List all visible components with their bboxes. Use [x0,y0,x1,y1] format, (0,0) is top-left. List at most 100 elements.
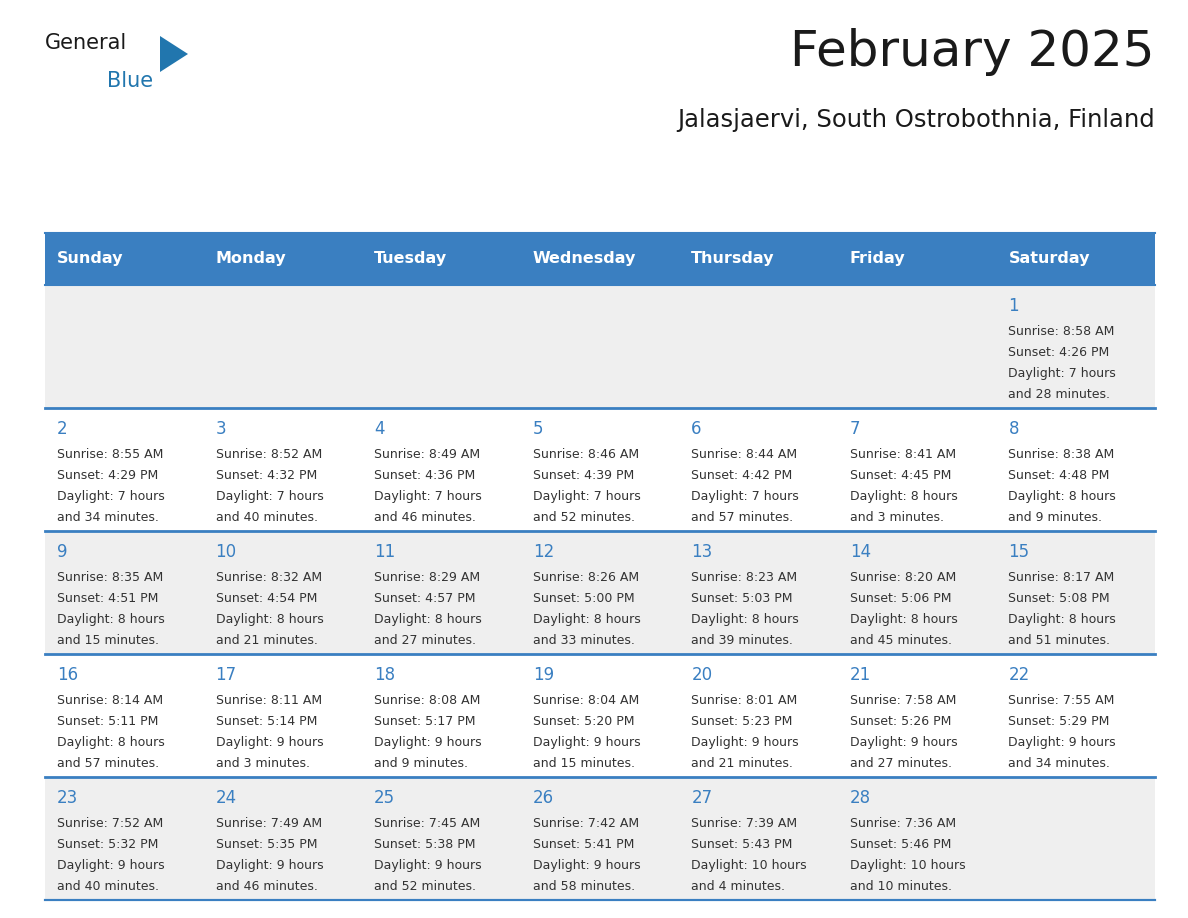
Text: Sunset: 5:41 PM: Sunset: 5:41 PM [532,838,634,851]
Text: Sunrise: 8:08 AM: Sunrise: 8:08 AM [374,694,480,707]
Text: 7: 7 [849,420,860,438]
Text: Saturday: Saturday [1009,252,1089,266]
Text: 6: 6 [691,420,702,438]
Text: and 40 minutes.: and 40 minutes. [57,880,159,893]
Text: Sunrise: 8:41 AM: Sunrise: 8:41 AM [849,448,956,461]
Text: Sunrise: 8:11 AM: Sunrise: 8:11 AM [215,694,322,707]
Text: Daylight: 9 hours: Daylight: 9 hours [374,859,482,872]
Text: Daylight: 7 hours: Daylight: 7 hours [215,490,323,503]
Text: and 39 minutes.: and 39 minutes. [691,634,794,647]
Text: Daylight: 8 hours: Daylight: 8 hours [57,613,165,626]
Text: Sunrise: 8:58 AM: Sunrise: 8:58 AM [1009,325,1114,338]
Text: Daylight: 8 hours: Daylight: 8 hours [691,613,800,626]
Text: Sunday: Sunday [57,252,124,266]
Text: Sunset: 5:23 PM: Sunset: 5:23 PM [691,715,792,728]
Text: Daylight: 7 hours: Daylight: 7 hours [691,490,800,503]
Text: Sunrise: 8:32 AM: Sunrise: 8:32 AM [215,571,322,584]
Text: Sunset: 4:51 PM: Sunset: 4:51 PM [57,592,158,605]
Text: Sunrise: 8:01 AM: Sunrise: 8:01 AM [691,694,797,707]
Text: Sunrise: 7:52 AM: Sunrise: 7:52 AM [57,817,163,830]
Text: 22: 22 [1009,666,1030,684]
Text: Daylight: 7 hours: Daylight: 7 hours [57,490,165,503]
Text: Sunrise: 8:14 AM: Sunrise: 8:14 AM [57,694,163,707]
Text: Sunset: 4:54 PM: Sunset: 4:54 PM [215,592,317,605]
Text: Sunset: 5:11 PM: Sunset: 5:11 PM [57,715,158,728]
Text: 24: 24 [215,789,236,807]
Text: and 9 minutes.: and 9 minutes. [374,757,468,770]
Text: Sunset: 4:26 PM: Sunset: 4:26 PM [1009,346,1110,359]
Text: Daylight: 9 hours: Daylight: 9 hours [532,736,640,749]
Text: Sunset: 5:08 PM: Sunset: 5:08 PM [1009,592,1110,605]
Text: Sunrise: 8:44 AM: Sunrise: 8:44 AM [691,448,797,461]
Text: and 46 minutes.: and 46 minutes. [374,511,476,524]
Text: Daylight: 8 hours: Daylight: 8 hours [1009,613,1117,626]
Bar [45,285,1155,408]
Text: Sunrise: 7:49 AM: Sunrise: 7:49 AM [215,817,322,830]
Text: and 9 minutes.: and 9 minutes. [1009,511,1102,524]
Text: 17: 17 [215,666,236,684]
Text: Sunset: 4:39 PM: Sunset: 4:39 PM [532,469,634,482]
Text: 26: 26 [532,789,554,807]
Text: and 3 minutes.: and 3 minutes. [849,511,943,524]
Text: and 33 minutes.: and 33 minutes. [532,634,634,647]
Text: Daylight: 8 hours: Daylight: 8 hours [57,736,165,749]
Text: 10: 10 [215,543,236,561]
Text: Sunset: 5:03 PM: Sunset: 5:03 PM [691,592,792,605]
Text: Sunset: 5:29 PM: Sunset: 5:29 PM [1009,715,1110,728]
Text: and 27 minutes.: and 27 minutes. [374,634,476,647]
Text: Daylight: 9 hours: Daylight: 9 hours [849,736,958,749]
Text: Daylight: 8 hours: Daylight: 8 hours [374,613,482,626]
Text: and 28 minutes.: and 28 minutes. [1009,388,1111,401]
Text: Sunset: 4:45 PM: Sunset: 4:45 PM [849,469,952,482]
Text: Wednesday: Wednesday [532,252,636,266]
Text: Daylight: 8 hours: Daylight: 8 hours [532,613,640,626]
Text: General: General [45,33,127,53]
Text: Daylight: 9 hours: Daylight: 9 hours [57,859,165,872]
Text: Daylight: 9 hours: Daylight: 9 hours [374,736,482,749]
Text: and 3 minutes.: and 3 minutes. [215,757,310,770]
Text: Sunset: 4:57 PM: Sunset: 4:57 PM [374,592,475,605]
Text: Sunrise: 8:17 AM: Sunrise: 8:17 AM [1009,571,1114,584]
Text: Daylight: 7 hours: Daylight: 7 hours [532,490,640,503]
Text: Daylight: 8 hours: Daylight: 8 hours [215,613,323,626]
Text: Sunset: 5:38 PM: Sunset: 5:38 PM [374,838,475,851]
Text: Daylight: 9 hours: Daylight: 9 hours [215,736,323,749]
Text: Daylight: 10 hours: Daylight: 10 hours [849,859,966,872]
Text: Daylight: 8 hours: Daylight: 8 hours [849,613,958,626]
Text: Tuesday: Tuesday [374,252,447,266]
Text: Sunrise: 7:36 AM: Sunrise: 7:36 AM [849,817,956,830]
Text: Sunrise: 7:42 AM: Sunrise: 7:42 AM [532,817,639,830]
Bar [45,531,1155,654]
Bar [45,408,1155,531]
Text: and 27 minutes.: and 27 minutes. [849,757,952,770]
Text: Thursday: Thursday [691,252,775,266]
Text: Sunrise: 8:35 AM: Sunrise: 8:35 AM [57,571,163,584]
Text: 20: 20 [691,666,713,684]
Text: 25: 25 [374,789,396,807]
Text: Sunrise: 7:55 AM: Sunrise: 7:55 AM [1009,694,1114,707]
Text: Sunset: 4:36 PM: Sunset: 4:36 PM [374,469,475,482]
Text: and 15 minutes.: and 15 minutes. [532,757,634,770]
Text: Sunset: 5:00 PM: Sunset: 5:00 PM [532,592,634,605]
Text: Sunrise: 8:38 AM: Sunrise: 8:38 AM [1009,448,1114,461]
Text: and 21 minutes.: and 21 minutes. [691,757,794,770]
Text: Sunrise: 8:49 AM: Sunrise: 8:49 AM [374,448,480,461]
Text: Monday: Monday [215,252,286,266]
Text: 14: 14 [849,543,871,561]
Text: 2: 2 [57,420,68,438]
Text: and 58 minutes.: and 58 minutes. [532,880,634,893]
Bar [45,233,1155,285]
Text: Sunset: 5:14 PM: Sunset: 5:14 PM [215,715,317,728]
Text: and 40 minutes.: and 40 minutes. [215,511,317,524]
Text: 13: 13 [691,543,713,561]
Polygon shape [160,36,188,72]
Text: Daylight: 8 hours: Daylight: 8 hours [849,490,958,503]
Text: Friday: Friday [849,252,905,266]
Text: Sunrise: 8:29 AM: Sunrise: 8:29 AM [374,571,480,584]
Text: and 52 minutes.: and 52 minutes. [374,880,476,893]
Text: 19: 19 [532,666,554,684]
Text: Sunset: 4:32 PM: Sunset: 4:32 PM [215,469,317,482]
Text: and 51 minutes.: and 51 minutes. [1009,634,1111,647]
Text: Sunset: 5:35 PM: Sunset: 5:35 PM [215,838,317,851]
Text: Sunrise: 8:55 AM: Sunrise: 8:55 AM [57,448,164,461]
